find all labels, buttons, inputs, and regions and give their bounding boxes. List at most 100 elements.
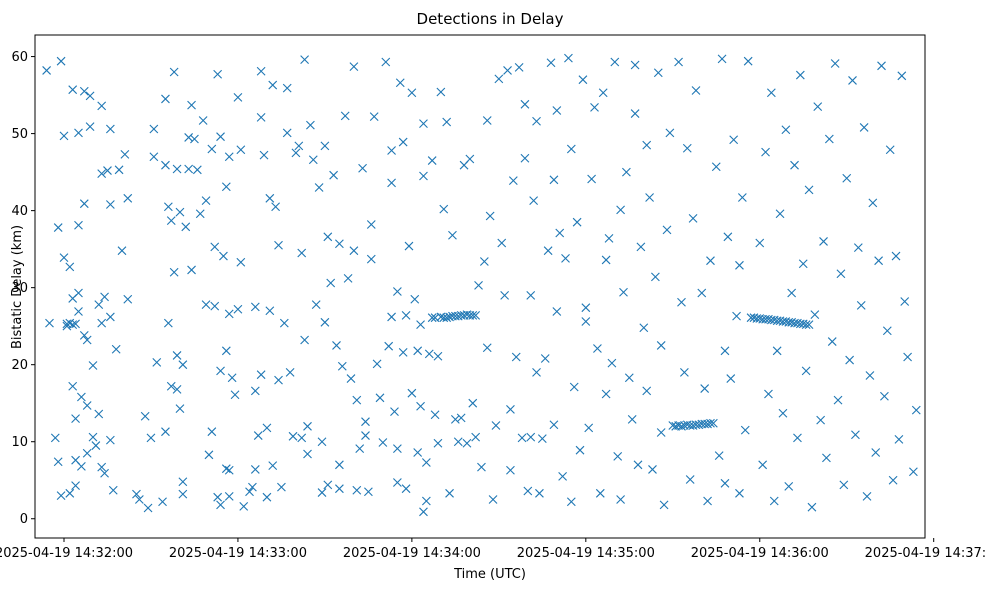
data-point-marker xyxy=(787,288,797,298)
data-point-marker xyxy=(633,460,643,470)
data-point-marker xyxy=(311,300,321,309)
data-point-marker xyxy=(146,433,156,443)
data-point-marker xyxy=(201,196,211,206)
chart-title: Detections in Delay xyxy=(417,10,564,28)
data-point-marker xyxy=(169,267,179,277)
data-point-marker xyxy=(810,310,820,320)
data-point-marker xyxy=(772,346,782,356)
data-point-marker xyxy=(355,444,365,454)
data-point-marker xyxy=(224,152,234,162)
data-point-marker xyxy=(482,343,492,353)
data-point-marker xyxy=(239,502,249,511)
data-point-marker xyxy=(845,355,855,365)
data-point-marker xyxy=(74,307,83,316)
data-point-marker xyxy=(184,164,194,174)
data-point-marker xyxy=(720,478,730,488)
data-point-marker xyxy=(187,265,196,275)
data-point-marker xyxy=(911,405,921,415)
data-point-marker xyxy=(714,451,724,460)
data-point-marker xyxy=(323,480,333,490)
data-point-marker xyxy=(880,391,889,401)
y-tick-label: 60 xyxy=(11,50,28,65)
y-axis-ticks: 0 10 20 30 40 50 60 xyxy=(11,50,35,527)
data-point-marker xyxy=(256,66,266,76)
data-point-marker xyxy=(830,59,840,68)
data-point-marker xyxy=(68,381,78,391)
data-point-marker xyxy=(326,278,336,288)
data-point-marker xyxy=(793,433,802,443)
data-point-marker xyxy=(268,80,278,90)
data-point-marker xyxy=(677,297,686,307)
data-point-marker xyxy=(71,481,80,491)
data-point-marker xyxy=(76,392,86,402)
data-point-marker xyxy=(442,313,452,323)
data-point-marker xyxy=(462,438,472,448)
data-point-marker xyxy=(416,401,425,411)
data-point-marker xyxy=(471,310,481,320)
data-point-marker xyxy=(894,435,904,444)
data-point-marker xyxy=(169,67,179,77)
data-point-marker xyxy=(593,344,602,353)
data-point-marker xyxy=(65,262,75,272)
data-point-marker xyxy=(839,480,849,490)
data-point-marker xyxy=(427,313,437,323)
data-point-marker xyxy=(163,202,173,212)
data-point-marker xyxy=(384,341,394,351)
data-point-marker xyxy=(372,359,382,369)
data-point-marker xyxy=(851,430,860,440)
data-point-marker xyxy=(216,366,225,376)
data-point-marker xyxy=(433,351,443,361)
data-point-marker xyxy=(329,170,338,180)
data-point-marker xyxy=(274,375,283,385)
data-point-marker xyxy=(717,54,727,64)
data-point-marker xyxy=(801,320,811,330)
data-point-marker xyxy=(651,272,660,282)
data-point-marker xyxy=(114,165,124,175)
data-point-marker xyxy=(581,303,591,313)
data-point-marker xyxy=(163,318,173,328)
data-point-marker xyxy=(537,434,547,444)
data-point-marker xyxy=(291,148,301,158)
data-point-marker xyxy=(848,76,857,85)
data-point-marker xyxy=(74,220,83,230)
data-point-marker xyxy=(245,487,254,497)
data-point-marker xyxy=(181,222,191,232)
y-axis-label: Bistatic Delay (km) xyxy=(10,225,25,349)
data-point-marker xyxy=(526,290,536,300)
data-point-marker xyxy=(149,152,159,162)
data-point-marker xyxy=(282,83,292,93)
data-point-marker xyxy=(398,137,408,147)
data-point-marker xyxy=(349,246,359,256)
data-point-marker xyxy=(552,106,562,115)
data-point-marker xyxy=(491,421,501,430)
data-point-marker xyxy=(45,318,54,328)
data-point-marker xyxy=(213,492,223,502)
data-point-marker xyxy=(630,109,640,118)
data-point-marker xyxy=(221,346,231,356)
data-point-marker xyxy=(207,144,217,154)
data-point-marker xyxy=(79,331,89,340)
data-point-marker xyxy=(410,294,420,304)
data-point-marker xyxy=(320,141,330,151)
data-point-marker xyxy=(53,223,63,232)
data-point-marker xyxy=(392,444,402,454)
data-point-marker xyxy=(413,448,423,457)
data-point-marker xyxy=(178,477,188,487)
data-point-marker xyxy=(285,367,295,377)
data-point-marker xyxy=(711,162,721,172)
data-point-marker xyxy=(178,489,188,499)
data-point-marker xyxy=(184,133,194,142)
data-point-marker xyxy=(392,478,402,487)
data-point-marker xyxy=(111,344,121,354)
data-point-marker xyxy=(297,248,307,258)
data-point-marker xyxy=(68,320,78,330)
data-point-marker xyxy=(300,55,309,65)
data-point-marker xyxy=(100,468,109,478)
data-point-marker xyxy=(82,401,92,410)
data-point-marker xyxy=(691,86,701,95)
data-point-marker xyxy=(856,300,866,310)
data-point-marker xyxy=(882,326,892,336)
data-point-marker xyxy=(804,185,814,195)
data-point-marker xyxy=(105,435,115,445)
